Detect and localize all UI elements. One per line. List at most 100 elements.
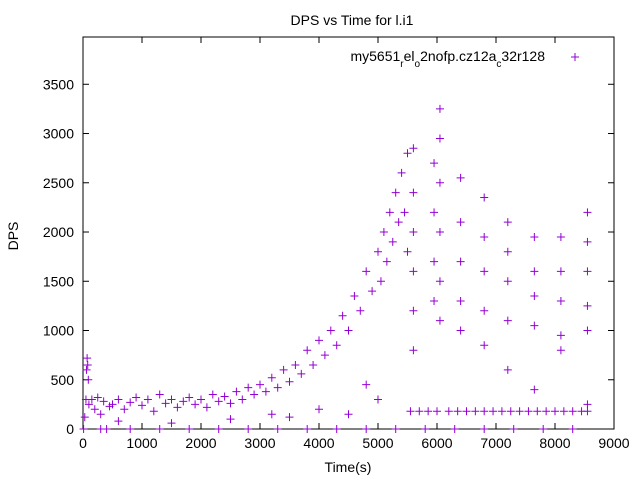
data-point — [530, 385, 539, 394]
data-point — [84, 400, 93, 409]
data-point — [480, 267, 489, 276]
x-tick-label: 3000 — [244, 435, 275, 451]
data-point — [155, 390, 164, 399]
data-point — [556, 267, 565, 276]
data-point — [497, 407, 506, 416]
data-point — [161, 399, 170, 408]
chart-title: DPS vs Time for l.i1 — [291, 12, 414, 28]
data-point — [530, 321, 539, 330]
y-tick-label: 3000 — [43, 126, 74, 142]
data-point — [143, 395, 152, 404]
x-tick-label: 5000 — [362, 435, 393, 451]
data-point — [244, 383, 253, 392]
data-point — [435, 316, 444, 325]
data-point — [480, 306, 489, 315]
x-tick-label: 9000 — [598, 435, 629, 451]
data-point — [435, 277, 444, 286]
data-point — [583, 208, 592, 217]
data-point — [503, 277, 512, 286]
data-point — [400, 208, 409, 217]
data-point — [480, 193, 489, 202]
data-point — [583, 237, 592, 246]
data-point — [524, 407, 533, 416]
data-point — [167, 419, 176, 428]
data-point — [568, 425, 577, 433]
data-point — [430, 296, 439, 305]
legend-marker — [571, 53, 579, 61]
data-point — [226, 415, 235, 424]
data-point — [533, 407, 542, 416]
data-point — [480, 407, 489, 416]
data-point — [285, 413, 294, 422]
x-tick-label: 8000 — [539, 435, 570, 451]
data-point — [220, 392, 229, 401]
data-point — [530, 232, 539, 241]
data-point — [450, 425, 459, 433]
data-point — [435, 228, 444, 237]
data-point — [138, 401, 146, 410]
data-point — [480, 341, 489, 350]
y-tick-label: 2500 — [43, 175, 74, 191]
data-point — [556, 346, 565, 355]
data-point — [114, 417, 123, 426]
data-point — [382, 257, 391, 266]
data-point — [84, 375, 93, 384]
data-point — [126, 398, 135, 407]
data-point — [320, 351, 329, 360]
data-point — [444, 407, 453, 416]
data-point — [385, 208, 394, 217]
data-point — [362, 425, 371, 433]
data-point — [456, 257, 465, 266]
data-point — [362, 380, 371, 389]
y-axis-label: DPS — [5, 222, 21, 251]
data-point — [394, 218, 403, 227]
data-point — [214, 397, 223, 406]
x-tick-label: 0 — [79, 435, 87, 451]
x-tick-label: 7000 — [480, 435, 511, 451]
data-point — [80, 413, 89, 422]
data-point — [471, 407, 480, 416]
data-point — [503, 218, 512, 227]
data-point — [539, 425, 548, 433]
data-point — [344, 410, 353, 419]
data-point — [99, 397, 108, 406]
data-point — [409, 267, 418, 276]
data-point — [279, 365, 288, 374]
data-point — [456, 218, 465, 227]
data-point — [126, 425, 135, 433]
data-point — [480, 425, 489, 433]
data-point — [403, 149, 412, 158]
data-point — [409, 144, 418, 153]
data-point — [409, 346, 418, 355]
data-point — [433, 407, 441, 416]
data-point — [309, 360, 318, 369]
y-tick-label: 2000 — [43, 224, 74, 240]
data-point — [87, 395, 96, 404]
data-point — [114, 395, 123, 404]
data-point — [430, 159, 439, 168]
data-point — [568, 407, 577, 416]
data-point — [515, 407, 524, 416]
y-tick-label: 0 — [66, 421, 74, 437]
data-point — [551, 407, 559, 416]
data-point — [267, 410, 276, 419]
y-tick-label: 500 — [51, 372, 75, 388]
data-point — [297, 369, 306, 378]
data-point — [456, 296, 465, 305]
legend-marker-icon — [571, 53, 579, 61]
data-point — [149, 407, 158, 416]
x-tick-label: 6000 — [421, 435, 452, 451]
data-point — [108, 400, 117, 409]
data-point — [456, 326, 465, 335]
data-point — [214, 425, 223, 433]
data-point — [397, 168, 406, 177]
data-point — [96, 410, 105, 419]
data-point — [267, 373, 276, 382]
data-point — [83, 360, 92, 369]
data-point — [503, 365, 512, 374]
data-point — [197, 395, 205, 404]
data-point — [291, 360, 300, 369]
data-point — [256, 380, 264, 389]
data-point — [559, 407, 568, 416]
